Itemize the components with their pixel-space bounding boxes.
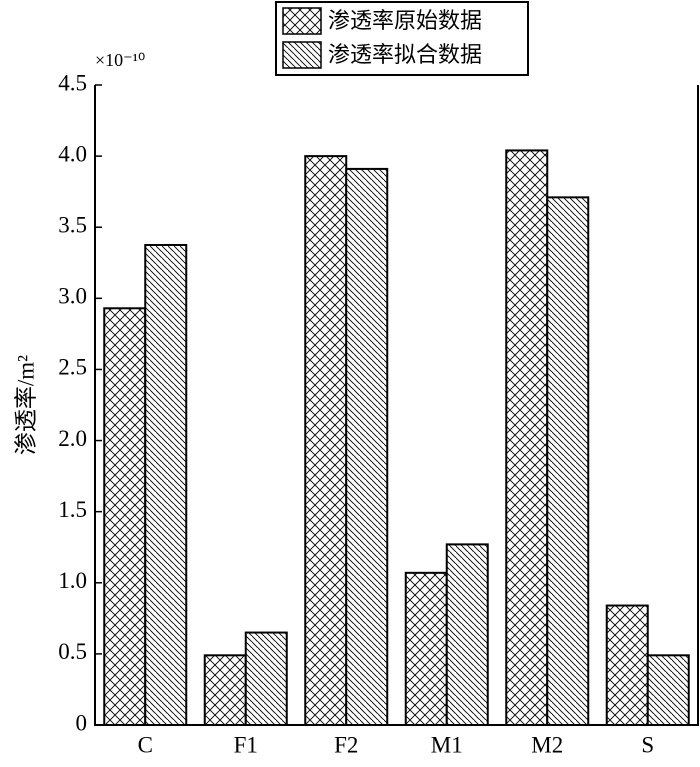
x-tick-label: F2 bbox=[334, 732, 358, 757]
y-tick-label: 4.5 bbox=[58, 70, 87, 95]
bar bbox=[605, 604, 649, 726]
y-tick-label: 2.0 bbox=[58, 426, 87, 451]
y-tick-label: 2.5 bbox=[58, 355, 87, 380]
bar bbox=[345, 167, 389, 726]
legend-label: 渗透率原始数据 bbox=[328, 9, 482, 34]
bar bbox=[445, 543, 489, 727]
legend-label: 渗透率拟合数据 bbox=[328, 43, 482, 68]
bar bbox=[646, 654, 690, 726]
y-tick-label: 0 bbox=[76, 710, 88, 735]
bar bbox=[304, 155, 348, 727]
bar bbox=[244, 631, 288, 726]
bar bbox=[546, 196, 590, 727]
axis-frame bbox=[94, 85, 699, 726]
y-axis-label: 渗透率/m² bbox=[13, 355, 38, 455]
x-tick-label: M2 bbox=[531, 732, 563, 757]
x-tick-label: F1 bbox=[234, 732, 258, 757]
y-tick-label: 1.5 bbox=[58, 497, 87, 522]
y-tick-label: 3.5 bbox=[58, 213, 87, 238]
x-tick-label: M1 bbox=[431, 732, 463, 757]
bar bbox=[404, 571, 448, 726]
legend-swatch bbox=[282, 7, 322, 35]
y-tick-label: 4.0 bbox=[58, 141, 87, 166]
y-tick-label: 1.0 bbox=[58, 568, 87, 593]
y-tick-label: 0.5 bbox=[58, 639, 87, 664]
bar bbox=[505, 149, 549, 726]
scale-note: ×10⁻¹⁰ bbox=[95, 50, 145, 70]
x-tick-label: S bbox=[641, 732, 654, 757]
bar bbox=[144, 244, 188, 726]
bar bbox=[203, 654, 247, 726]
x-tick-label: C bbox=[138, 732, 153, 757]
legend-swatch bbox=[282, 41, 322, 69]
bar bbox=[103, 307, 147, 726]
y-tick-label: 3.0 bbox=[58, 284, 87, 309]
